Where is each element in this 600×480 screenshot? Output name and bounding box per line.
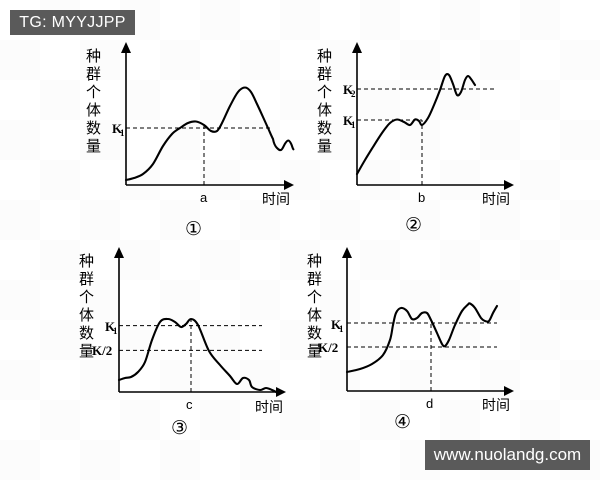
svg-text:1: 1: [113, 326, 118, 336]
svg-text:1: 1: [339, 324, 344, 334]
svg-text:K/2: K/2: [92, 343, 112, 358]
svg-text:时间: 时间: [482, 397, 510, 413]
svg-text:时间: 时间: [255, 399, 283, 415]
svg-text:时间: 时间: [262, 191, 290, 207]
svg-text:1: 1: [120, 128, 125, 138]
svg-text:时间: 时间: [482, 191, 510, 207]
svg-text:2: 2: [351, 89, 356, 99]
svg-text:b: b: [418, 190, 425, 205]
svg-text:d: d: [426, 396, 433, 411]
svg-text:a: a: [200, 190, 208, 205]
svg-text:1: 1: [351, 120, 356, 130]
svg-text:c: c: [186, 397, 193, 412]
